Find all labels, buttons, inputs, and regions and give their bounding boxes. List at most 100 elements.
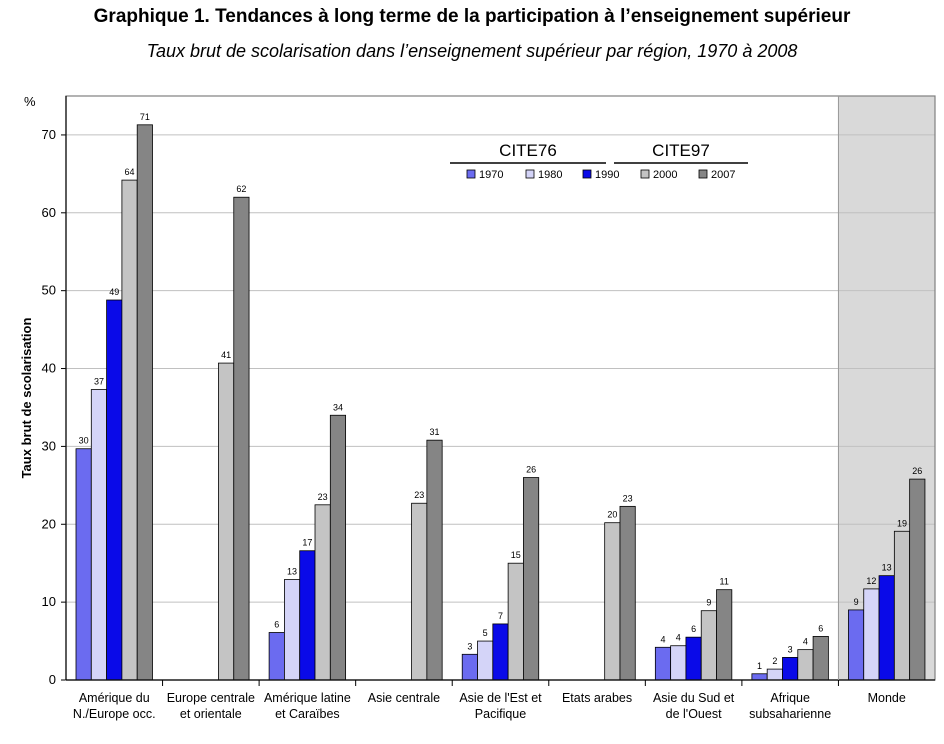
bar-2000 [797,649,814,681]
category-label: de l'Ouest [666,707,722,721]
bar-1980 [90,389,108,681]
data-label: 26 [526,465,536,475]
category-label: Asie de l'Est et [459,691,542,705]
data-label: 9 [706,598,711,608]
bar-2007 [812,635,829,681]
bar-1970 [268,632,285,681]
legend-group-label: CITE97 [652,141,710,160]
y-tick-label: 20 [42,516,56,531]
bar-1990 [299,550,316,681]
bar-2007 [716,589,733,681]
data-label: 11 [720,577,729,587]
legend-label: 1990 [595,169,619,181]
bar-1990 [782,657,799,681]
bar-1970 [751,673,768,681]
bar-2007 [909,478,926,681]
y-tick-label: 0 [49,672,56,687]
category-label: Amérique latine [264,691,351,705]
category-label: et Caraïbes [275,707,340,721]
legend-swatch-1990 [582,169,592,179]
bar-2000 [121,179,138,681]
bar-2007 [619,505,636,681]
data-label: 6 [691,624,696,634]
category-label: Amérique du [79,691,150,705]
y-tick-label: 50 [42,283,56,298]
chart-subtitle: Taux brut de scolarisation dans l’enseig… [146,41,798,61]
bar-2007 [523,477,540,681]
legend-label: 2007 [711,169,735,181]
legend-label: 2000 [653,169,677,181]
y-tick-label: 70 [42,127,56,142]
legend-label: 1980 [538,169,562,181]
bar-1970 [75,448,92,681]
data-label: 71 [140,112,150,122]
y-tick-label: 60 [42,205,56,220]
data-label: 37 [94,377,104,387]
bar-1980 [670,645,687,681]
data-label: 7 [498,611,503,621]
category-label: subsaharienne [749,707,831,721]
data-label: 34 [333,402,343,412]
bar-2007 [136,124,153,681]
bar-2000 [700,610,717,681]
bar-1980 [766,668,783,681]
data-label: 4 [803,637,808,647]
data-label: 3 [467,641,472,651]
data-label: 20 [607,510,617,520]
bar-1970 [848,609,865,681]
bar-1970 [461,653,478,681]
bar-2007 [426,439,443,681]
bar-1990 [106,299,123,681]
data-label: 49 [109,287,119,297]
bar-1980 [284,579,301,681]
legend-swatch-1980 [525,169,535,179]
data-label: 23 [414,490,424,500]
legend-label: 1970 [479,169,503,181]
data-label: 13 [287,567,297,577]
data-label: 62 [236,184,246,194]
legend-swatch-2000 [640,169,650,179]
data-label: 64 [125,167,135,177]
bar-1990 [878,575,895,681]
category-label: Pacifique [475,707,526,721]
category-label: Monde [868,691,906,705]
data-label: 17 [302,538,312,548]
data-label: 12 [866,576,876,586]
bar-1980 [477,640,494,681]
category-label: Europe centrale [167,691,255,705]
data-label: 2 [772,656,777,666]
legend-swatch-2007 [698,169,708,179]
bar-1980 [863,588,880,681]
category-label: Etats arabes [562,691,632,705]
bar-1990 [685,636,702,681]
y-tick-label: 10 [42,594,56,609]
category-label: N./Europe occ. [73,707,156,721]
bar-2000 [893,530,911,681]
data-label: 6 [818,623,823,633]
data-label: 23 [318,492,328,502]
category-label: Asie centrale [368,691,440,705]
chart-title: Graphique 1. Tendances à long terme de l… [93,6,851,27]
data-label: 6 [274,620,279,630]
bar-2000 [411,502,428,681]
bar-2000 [507,562,524,681]
category-label: et orientale [180,707,242,721]
data-label: 4 [676,633,681,643]
data-label: 31 [430,427,440,437]
data-label: 19 [897,518,907,528]
data-label: 23 [623,493,633,503]
data-label: 26 [912,466,922,476]
y-tick-label: 30 [42,438,56,453]
category-label: Afrique [770,691,810,705]
plot-frame [65,95,936,681]
data-label: 13 [882,563,892,573]
bar-1990 [492,623,509,681]
y-axis-title: Taux brut de scolarisation [19,318,34,479]
legend-swatch-1970 [466,169,476,179]
data-label: 41 [221,350,231,360]
data-label: 4 [660,634,665,644]
bar-1970 [654,646,672,681]
data-label: 30 [79,436,89,446]
y-unit-label: % [24,94,36,109]
